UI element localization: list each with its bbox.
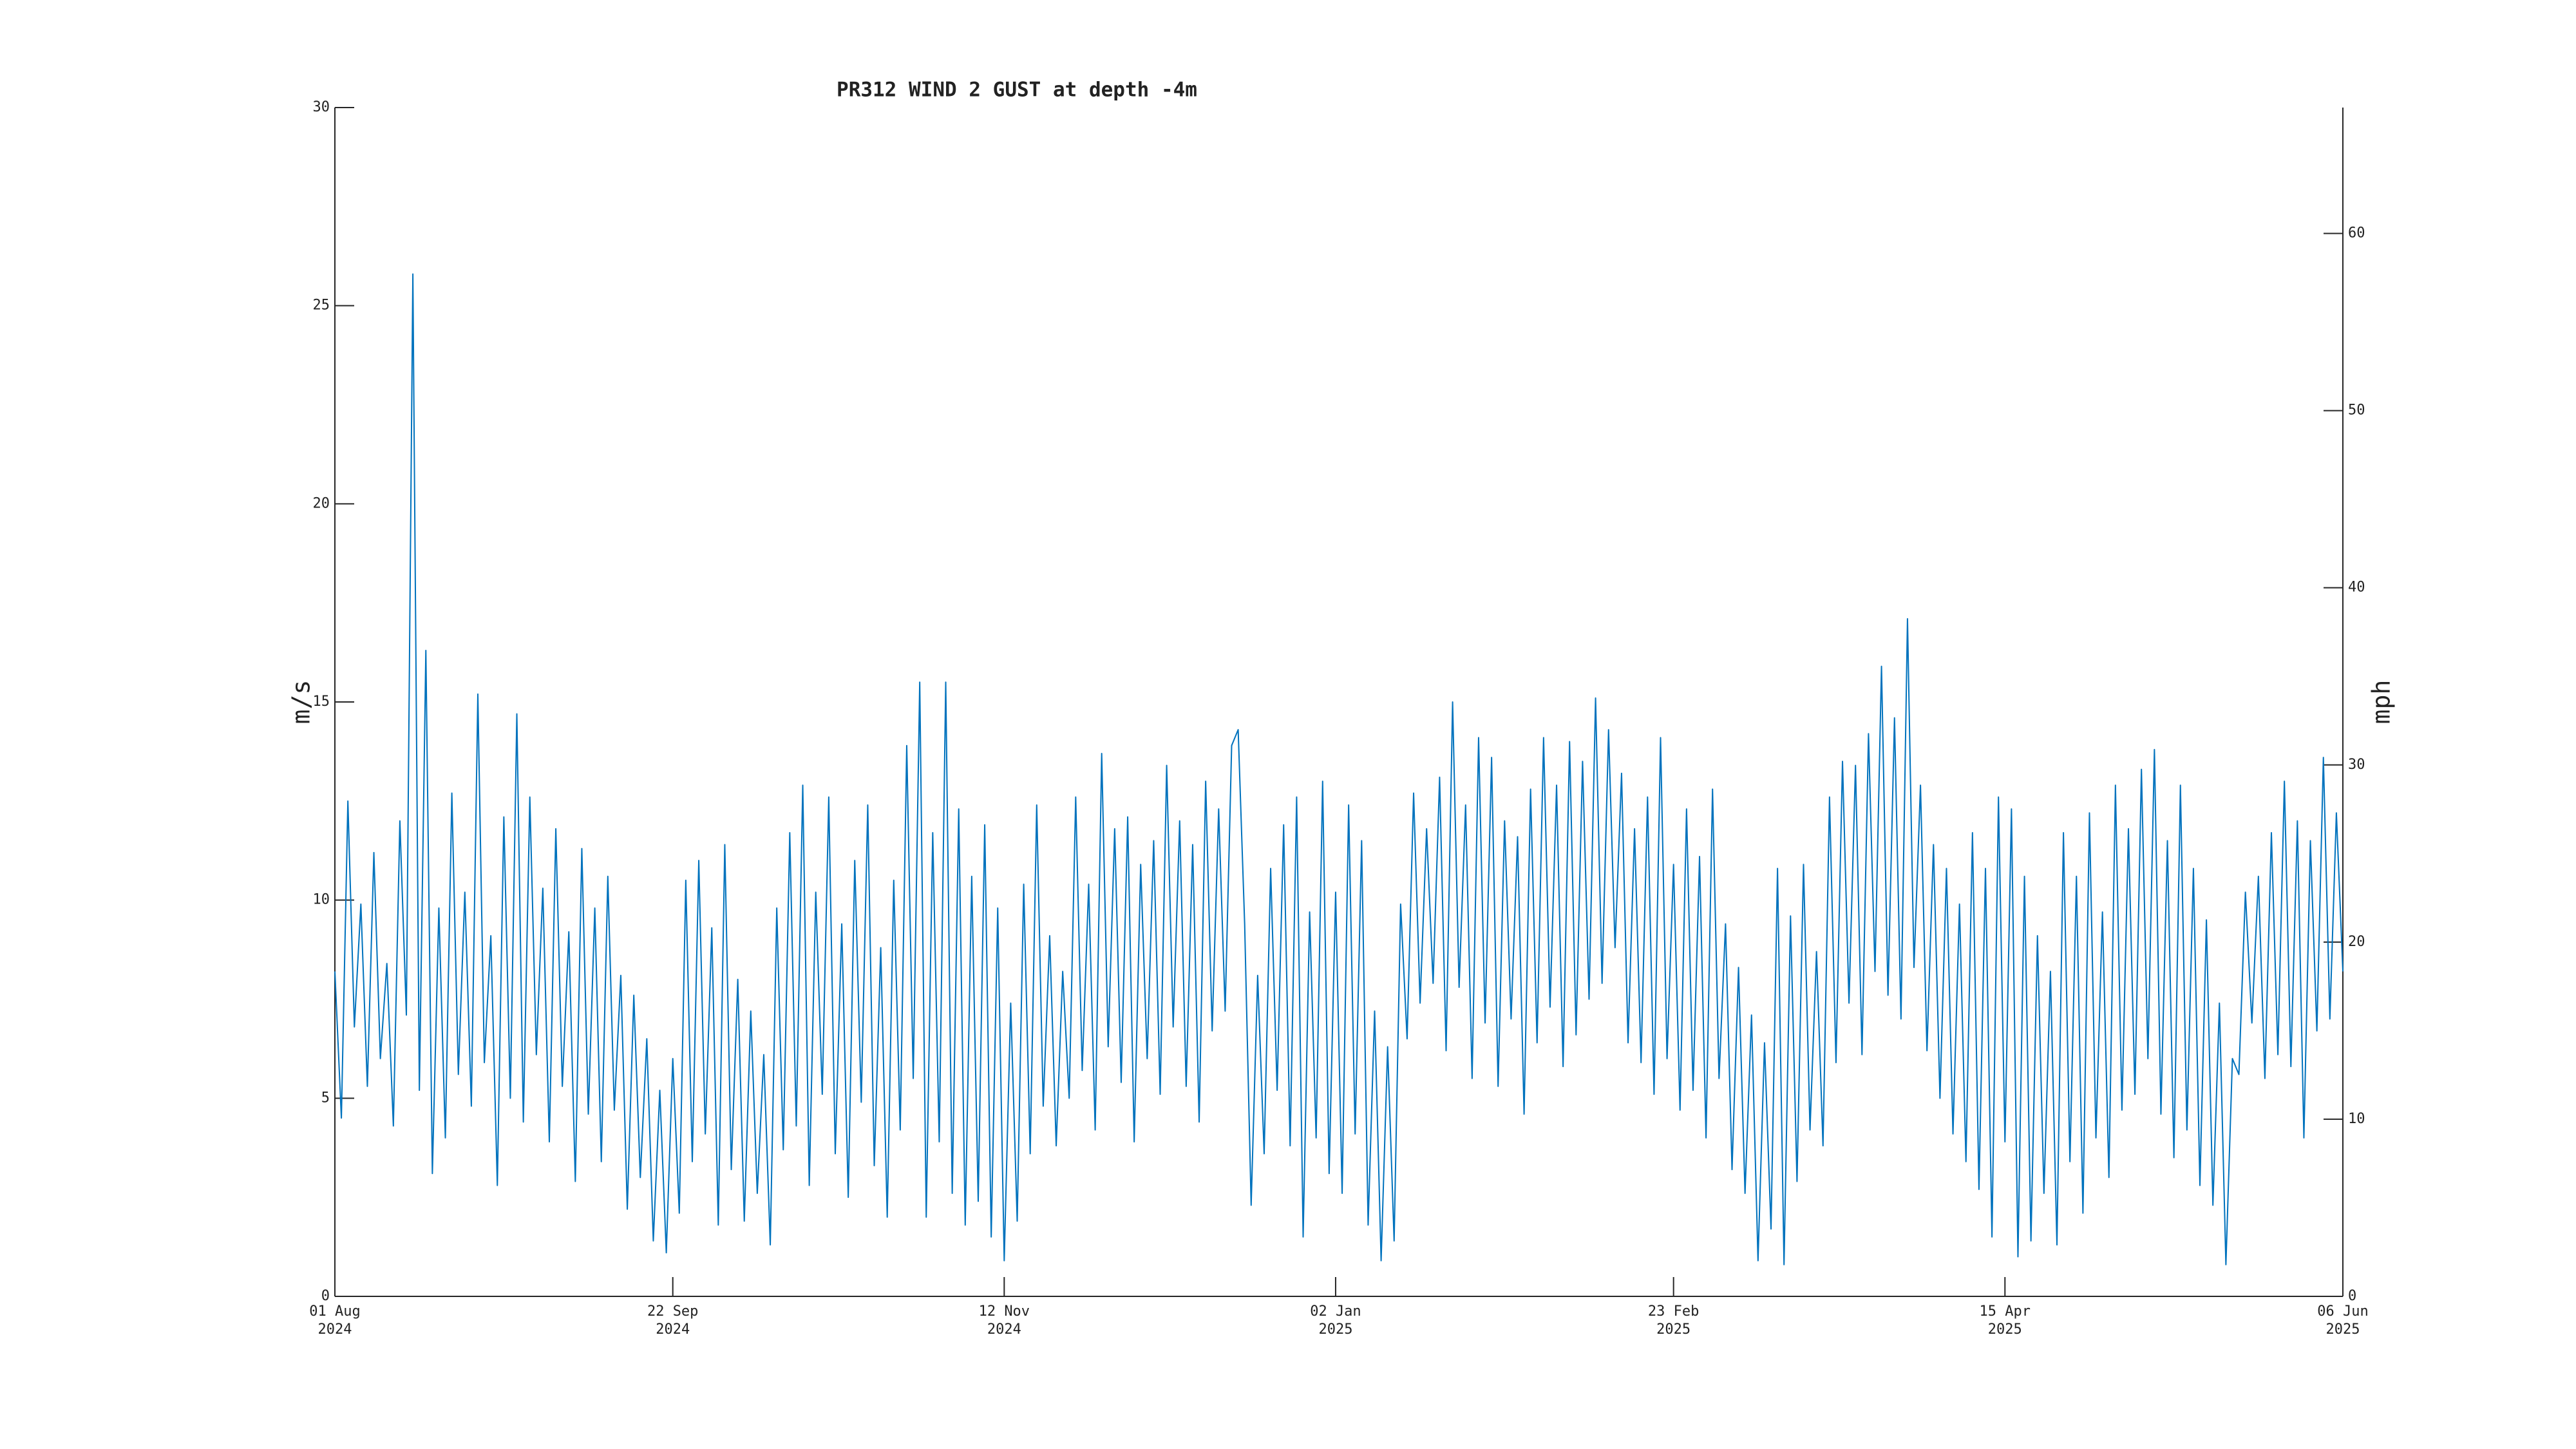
x-tick-label: 15 Apr 2025	[1979, 1303, 2031, 1338]
y-tick-label: 25	[313, 298, 330, 314]
x-tick-label: 22 Sep 2024	[647, 1303, 699, 1338]
y-tick-label: 10	[313, 892, 330, 908]
data-line	[334, 273, 2344, 1265]
y2-axis-label: mph	[2367, 680, 2396, 724]
y2-tick-label: 30	[2348, 757, 2365, 773]
y2-tick-label: 40	[2348, 580, 2365, 596]
y-tick-label: 15	[313, 694, 330, 710]
x-tick-label: 06 Jun 2025	[2317, 1303, 2369, 1338]
y2-tick-label: 20	[2348, 934, 2365, 950]
y-tick-label: 0	[321, 1288, 330, 1304]
x-tick-label: 23 Feb 2025	[1647, 1303, 1700, 1338]
x-tick-label: 02 Jan 2025	[1310, 1303, 1361, 1338]
y-tick-label: 30	[313, 99, 330, 115]
x-tick-label: 01 Aug 2024	[309, 1303, 361, 1338]
y-tick-label: 5	[321, 1090, 330, 1106]
y-axis-label: m/s	[287, 680, 316, 724]
y-tick-label: 20	[313, 495, 330, 511]
y2-tick-label: 10	[2348, 1111, 2365, 1127]
chart-title: PR312 WIND 2 GUST at depth -4m	[837, 79, 1197, 102]
y2-tick-label: 0	[2348, 1288, 2356, 1304]
y2-tick-label: 60	[2348, 225, 2365, 242]
x-tick-label: 12 Nov 2024	[978, 1303, 1030, 1338]
y2-tick-label: 50	[2348, 402, 2365, 419]
